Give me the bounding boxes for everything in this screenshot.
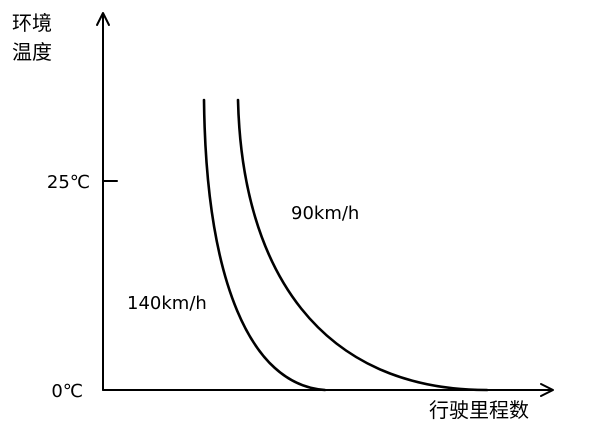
curve-label-90kmh: 90km/h (291, 203, 359, 224)
curve-140kmh (202, 98, 327, 392)
y-tick-label-25: 25℃ (47, 172, 90, 193)
x-axis-title: 行驶里程数 (429, 398, 529, 422)
curve-90kmh (236, 98, 489, 392)
x-axis-arrowhead (540, 383, 554, 397)
y-axis-title-line2: 温度 (12, 40, 52, 64)
curve-label-140kmh: 140km/h (127, 293, 207, 314)
y-axis-arrowhead (96, 12, 110, 26)
y-axis-title-line1: 环境 (12, 11, 52, 35)
y-tick-label-0: 0℃ (51, 381, 83, 402)
